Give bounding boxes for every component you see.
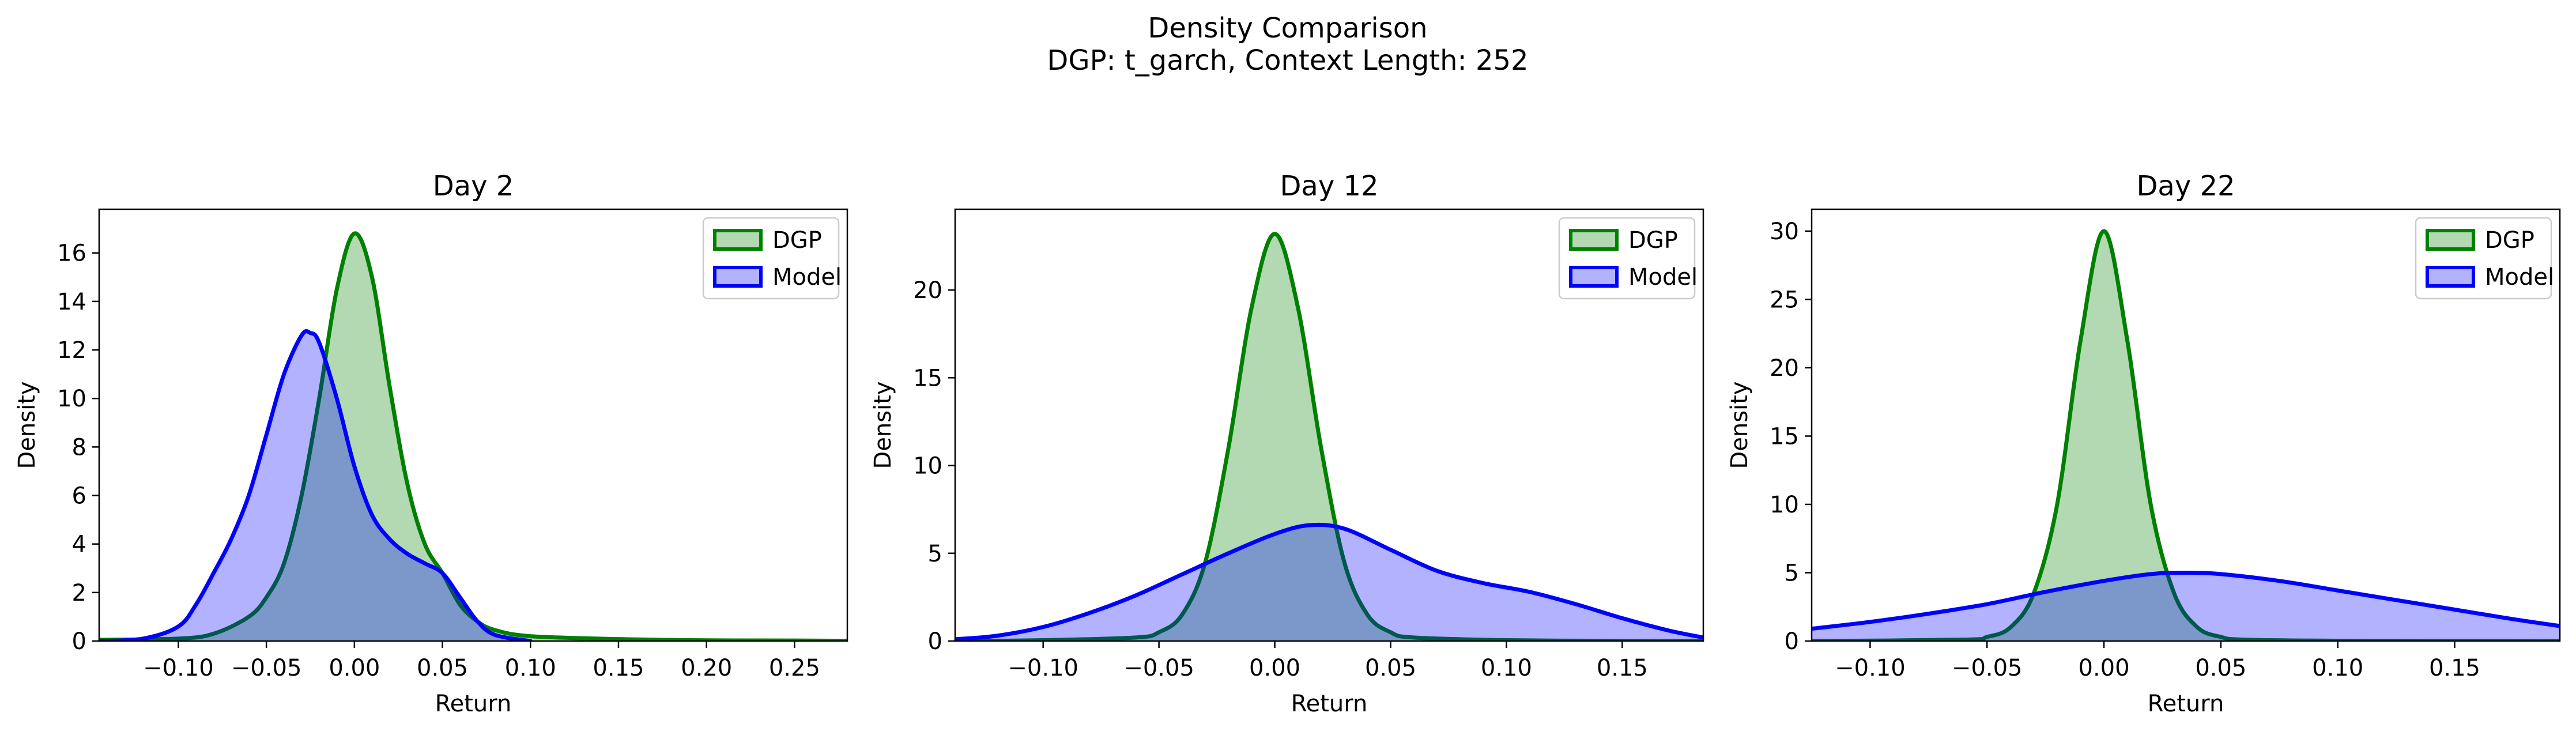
subplot-day-22: −0.10 −0.05 0.00 0.05 0.10 0.15 0 5 10 15 20 25 30 Da… [1726, 170, 2561, 717]
model-density-line [955, 522, 1703, 641]
dgp-legend-patch [2426, 229, 2475, 251]
x-tick-label: 0.00 [1249, 655, 1300, 681]
x-tick-label: −0.05 [1123, 655, 1194, 681]
y-tick-label: 8 [72, 434, 86, 461]
dgp-density-line [99, 231, 847, 641]
x-tick-label: 0.05 [2195, 655, 2246, 681]
y-tick-label: 15 [913, 365, 942, 391]
y-tick-label: 25 [1770, 287, 1799, 313]
figure-title-line2: DGP: t_garch, Context Length: 252 [1047, 44, 1528, 77]
x-tick-label: −0.10 [143, 655, 214, 681]
dgp-density-line [1812, 229, 2560, 641]
x-tick-label: −0.10 [1008, 655, 1078, 681]
model-legend-label: Model [2485, 264, 2554, 291]
dgp-legend-label: DGP [772, 227, 822, 254]
x-tick-label: 0.00 [329, 655, 380, 681]
plot-area [955, 232, 1703, 641]
x-axis-label: Return [1291, 691, 1368, 717]
y-tick-label: 14 [57, 289, 86, 315]
x-tick-label: 0.15 [593, 655, 644, 681]
dgp-density-fill [955, 233, 1703, 641]
y-tick-label: 10 [57, 386, 86, 412]
x-tick-label: 0.05 [417, 655, 468, 681]
subplot-title: Day 22 [2136, 170, 2235, 202]
dgp-legend-patch [1569, 229, 1619, 251]
model-legend-patch [713, 266, 763, 288]
legend: DGP Model [702, 217, 842, 300]
x-tick-label: 0.15 [2429, 655, 2480, 681]
x-tick-label: −0.05 [1952, 655, 2023, 681]
dgp-legend-label: DGP [1628, 227, 1678, 254]
axes-frame [954, 208, 1704, 642]
dgp-legend-patch [713, 229, 763, 251]
y-tick-label: 30 [1770, 218, 1799, 245]
y-tick-label: 5 [1785, 560, 1799, 586]
model-legend-label: Model [1628, 264, 1698, 291]
y-tick-label: 20 [913, 277, 942, 304]
x-axis-label: Return [2148, 691, 2224, 717]
y-tick-label: 2 [72, 580, 86, 606]
x-tick-label: −0.10 [1835, 655, 1906, 681]
model-legend-patch [1569, 266, 1619, 288]
y-tick-label: 15 [1770, 423, 1799, 450]
y-tick-label: 0 [1785, 628, 1799, 655]
x-tick-label: 0.10 [505, 655, 556, 681]
legend: DGP Model [2415, 217, 2554, 300]
y-tick-label: 0 [72, 628, 86, 655]
model-density-line [1812, 570, 2560, 631]
subplot-day-12: −0.10 −0.05 0.00 0.05 0.10 0.15 0 5 10 15 20 Day 12… [870, 170, 1704, 717]
dgp-density-line [955, 232, 1703, 641]
x-tick-label: 0.20 [681, 655, 732, 681]
axes-frame [98, 208, 848, 642]
x-tick-label: 0.10 [2312, 655, 2363, 681]
x-tick-label: 0.10 [1481, 655, 1532, 681]
subplot-title: Day 12 [1280, 170, 1378, 202]
y-tick-label: 12 [57, 337, 86, 364]
y-axis-label: Density [870, 381, 896, 469]
model-legend-patch [2426, 266, 2475, 288]
model-density-line [99, 329, 533, 641]
subplot-title: Day 2 [433, 170, 514, 202]
x-tick-label: −0.05 [231, 655, 302, 681]
axes-frame [1811, 208, 2561, 642]
plot-area [1812, 229, 2560, 641]
y-axis-label: Density [14, 381, 40, 469]
model-density-fill [955, 525, 1703, 641]
subplot-day-2: −0.10 −0.05 0.00 0.05 0.10 0.15 0.20 0.25 0 2 4 6 8 1… [14, 170, 848, 717]
x-tick-label: 0.05 [1365, 655, 1416, 681]
y-tick-label: 6 [72, 483, 86, 510]
y-tick-label: 5 [928, 541, 942, 567]
y-tick-label: 0 [928, 628, 942, 655]
y-tick-label: 10 [1770, 492, 1799, 518]
y-tick-label: 4 [72, 532, 86, 558]
x-axis-label: Return [435, 691, 512, 717]
y-tick-label: 10 [913, 453, 942, 480]
x-tick-label: 0.15 [1597, 655, 1648, 681]
x-tick-label: 0.25 [769, 655, 820, 681]
legend: DGP Model [1558, 217, 1698, 300]
y-tick-label: 16 [57, 240, 86, 267]
x-tick-label: 0.00 [2079, 655, 2130, 681]
model-legend-label: Model [772, 264, 842, 291]
plot-area [99, 231, 847, 641]
figure-title-line1: Density Comparison [1148, 12, 1427, 44]
y-tick-label: 20 [1770, 355, 1799, 382]
dgp-legend-label: DGP [2485, 227, 2534, 254]
y-axis-label: Density [1726, 381, 1753, 469]
model-density-fill [1812, 572, 2560, 641]
